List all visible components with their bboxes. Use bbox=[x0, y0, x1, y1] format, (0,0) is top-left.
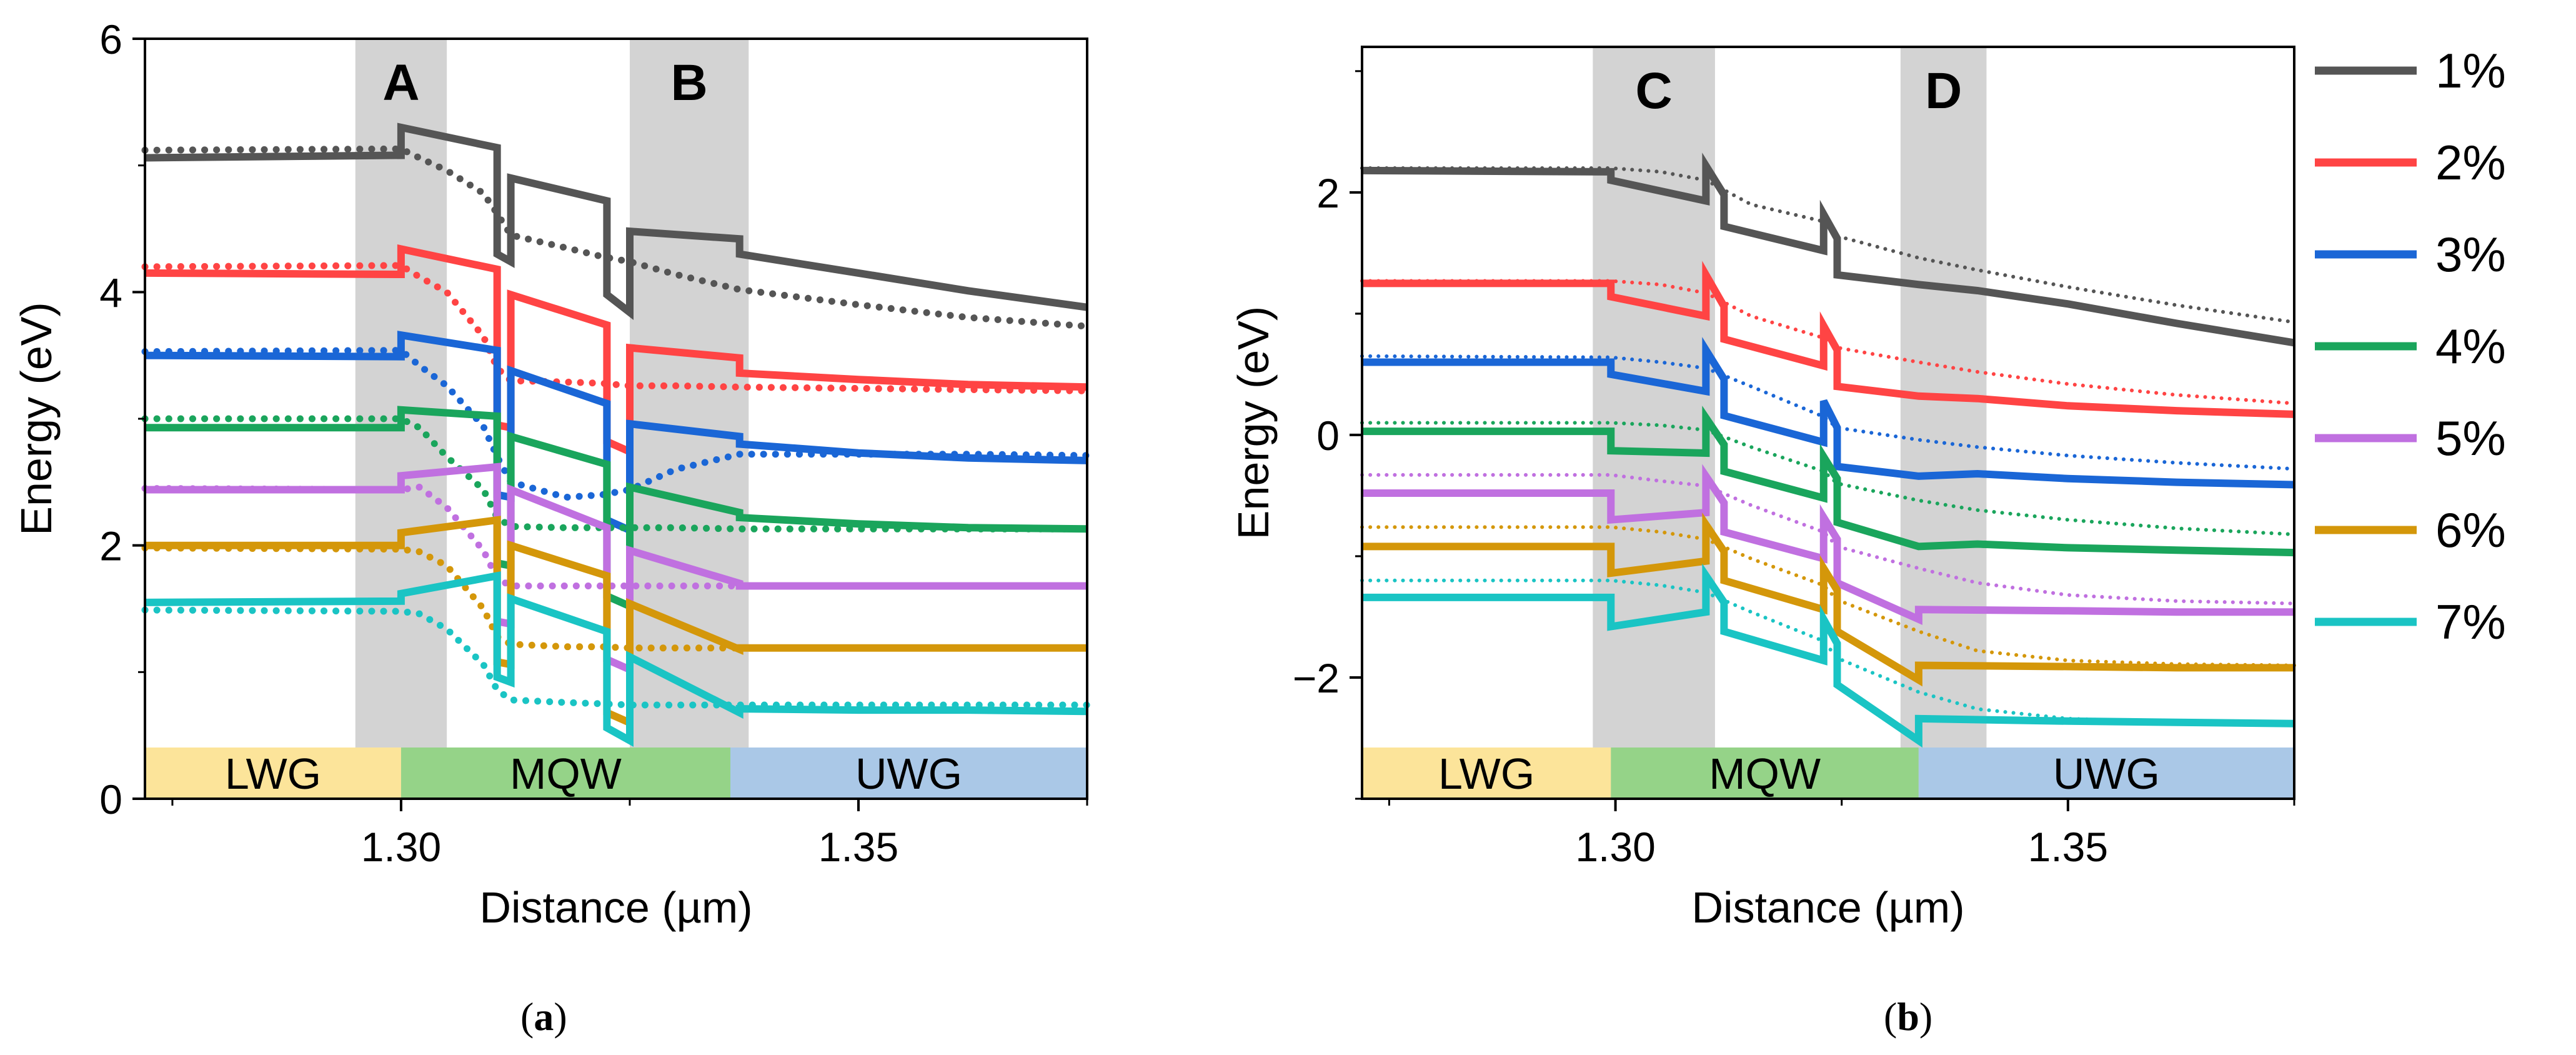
legend-label-5: 5% bbox=[2435, 411, 2506, 466]
y-tick-label: 2 bbox=[99, 523, 122, 569]
layer-band-lwg bbox=[145, 748, 401, 799]
series-dotted-4pct bbox=[141, 415, 1091, 532]
series-solid-3pct bbox=[144, 331, 1088, 536]
caption-a: (a) bbox=[520, 994, 567, 1039]
y-axis-title: Energy (eV) bbox=[1229, 306, 1278, 539]
legend: 1% 2% 3% 4% 5% 6% 7% bbox=[2315, 43, 2506, 649]
series-dotted-1pct bbox=[1360, 166, 2296, 324]
y-tick-label: 4 bbox=[99, 269, 122, 316]
legend-label-1: 1% bbox=[2435, 43, 2506, 98]
panel-b-chart: C D LWG MQW UWG 1.30 1.35 −2 0 2 Distance (µm) Ener… bbox=[1229, 46, 2296, 932]
series-solid-1pct bbox=[144, 122, 1088, 321]
layer-band-uwg bbox=[1918, 748, 2294, 799]
y-tick-label: 0 bbox=[1316, 412, 1340, 459]
series-solid-7pct bbox=[144, 571, 1088, 747]
region-label-b: B bbox=[671, 54, 708, 111]
series-dotted-1pct bbox=[141, 145, 1091, 330]
legend-label-6: 6% bbox=[2435, 502, 2506, 558]
x-tick-label: 1.30 bbox=[361, 824, 441, 870]
legend-label-3: 3% bbox=[2435, 227, 2506, 282]
layer-band-mqw bbox=[400, 748, 731, 799]
x-axis-title: Distance (µm) bbox=[1691, 883, 1964, 932]
series-dotted-5pct bbox=[1360, 472, 2296, 606]
series-solid-7pct bbox=[1362, 563, 2295, 748]
x-axis-title: Distance (µm) bbox=[479, 883, 752, 932]
layer-label-uwg: UWG bbox=[855, 749, 962, 798]
legend-label-4: 4% bbox=[2435, 319, 2506, 374]
series-solid-6pct bbox=[1362, 512, 2294, 687]
y-tick-label: −2 bbox=[1293, 655, 1340, 701]
region-label-d: D bbox=[1925, 62, 1962, 119]
y-tick-label: 6 bbox=[99, 16, 122, 62]
layer-label-lwg: LWG bbox=[225, 749, 321, 798]
layer-label-mqw: MQW bbox=[510, 749, 622, 798]
y-axis-title: Energy (eV) bbox=[12, 302, 61, 535]
series-solid-4pct bbox=[145, 406, 1088, 612]
x-tick-label: 1.35 bbox=[818, 824, 898, 870]
layer-label-uwg: UWG bbox=[2053, 749, 2160, 798]
layer-label-lwg: LWG bbox=[1438, 749, 1534, 798]
series-dotted-2pct bbox=[141, 262, 1091, 394]
caption-b: (b) bbox=[1884, 994, 1933, 1039]
layer-band-lwg bbox=[1362, 748, 1611, 799]
series-solid-2pct bbox=[144, 244, 1088, 458]
region-label-c: C bbox=[1636, 62, 1673, 119]
shaded-region-d bbox=[1900, 47, 1987, 799]
legend-label-2: 2% bbox=[2435, 135, 2506, 190]
shaded-region-b bbox=[629, 39, 749, 799]
shaded-region-c bbox=[1593, 47, 1715, 799]
plot-frame bbox=[1361, 46, 2295, 800]
series-solid-4pct bbox=[1362, 406, 2295, 557]
panel-a-chart: A B LWG MQW UWG 1.30 1.35 0 2 4 6 Distance (µm) Ener… bbox=[12, 16, 1091, 932]
layer-label-mqw: MQW bbox=[1709, 749, 1821, 798]
layer-band-uwg bbox=[730, 748, 1087, 799]
x-tick-label: 1.30 bbox=[1575, 824, 1655, 870]
y-tick-label: 2 bbox=[1316, 170, 1340, 216]
series-dotted-6pct bbox=[1360, 525, 2296, 668]
series-dotted-7pct bbox=[1360, 578, 2296, 726]
series-dotted-5pct bbox=[141, 483, 1091, 589]
x-tick-label: 1.35 bbox=[2028, 824, 2108, 870]
series-solid-5pct bbox=[145, 462, 1087, 676]
region-label-a: A bbox=[382, 54, 419, 111]
layer-band-mqw bbox=[1611, 748, 1919, 799]
series-dotted-3pct bbox=[141, 347, 1091, 501]
legend-label-7: 7% bbox=[2435, 594, 2506, 649]
series-solid-1pct bbox=[1361, 152, 2295, 347]
series-dotted-2pct bbox=[1360, 279, 2296, 406]
series-dotted-7pct bbox=[141, 606, 1091, 709]
y-tick-label: 0 bbox=[99, 776, 122, 822]
series-solid-2pct bbox=[1362, 261, 2295, 418]
series-solid-3pct bbox=[1362, 337, 2295, 489]
series-solid-5pct bbox=[1362, 464, 2294, 626]
